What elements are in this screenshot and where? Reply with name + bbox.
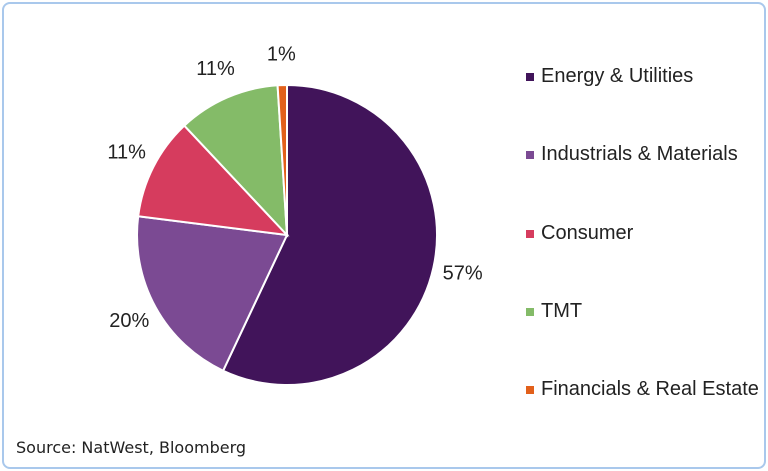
- legend-entry: TMT: [522, 297, 761, 325]
- legend-entry: Industrials & Materials: [522, 140, 761, 168]
- legend-label: Consumer: [541, 222, 634, 244]
- source: Source: NatWest, Bloomberg: [16, 438, 247, 457]
- pie-slice: [221, 83, 438, 386]
- legend-swatch: [526, 73, 534, 81]
- legend-label: Energy & Utilities: [541, 65, 694, 87]
- data-label: 11%: [196, 58, 235, 80]
- pie-slice: [137, 124, 290, 237]
- legend-swatch: [526, 308, 534, 316]
- data-label: 20%: [109, 310, 149, 332]
- data-label: 11%: [107, 142, 146, 164]
- pie-slice: [276, 83, 288, 236]
- legend-swatch: [526, 386, 534, 394]
- pie-slice: [182, 84, 289, 238]
- legend-entry: Consumer: [522, 219, 761, 247]
- legend-swatch: [526, 151, 534, 159]
- legend-label: Industrials & Materials: [541, 143, 738, 165]
- legend-label: Financials & Real Estate: [541, 378, 759, 400]
- legend-entry: Energy & Utilities: [522, 62, 761, 90]
- data-label: 1%: [267, 43, 296, 65]
- legend-entry: Financials & Real Estate: [522, 375, 761, 403]
- pie-slice: [136, 215, 289, 373]
- data-label: 57%: [443, 263, 483, 285]
- legend-swatch: [526, 230, 534, 238]
- legend-label: TMT: [541, 300, 583, 322]
